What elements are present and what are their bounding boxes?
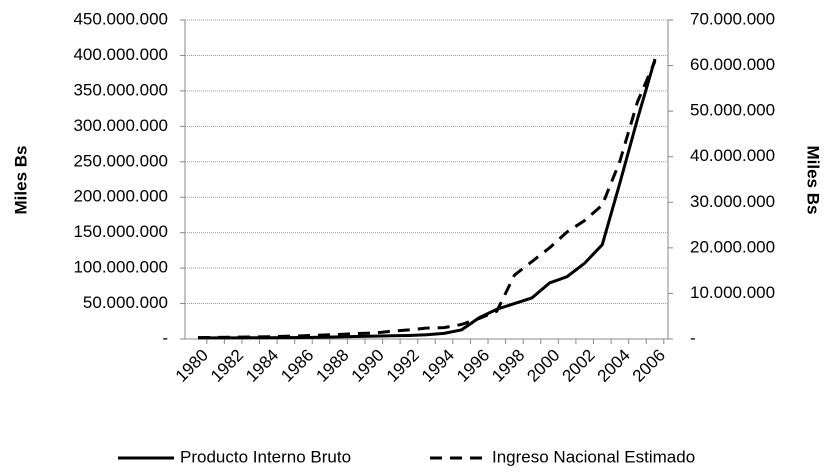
- y2-tick-label: 50.000.000: [690, 101, 775, 120]
- x-tick-label: 2006: [629, 346, 669, 386]
- y2-axis-title: Miles Bs: [804, 146, 823, 215]
- y2-tick-label: 30.000.000: [690, 192, 775, 211]
- y-axis-title: Miles Bs: [11, 146, 30, 215]
- x-tick-label: 2004: [594, 346, 634, 386]
- y2-tick-label: -: [690, 328, 696, 347]
- line-series: [197, 60, 657, 340]
- y-tick-label: -: [162, 328, 168, 347]
- x-tick-label: 1988: [312, 346, 352, 386]
- line-series: [198, 58, 657, 340]
- x-tick-label: 1996: [453, 346, 493, 386]
- y-tick-label: 300.000.000: [73, 116, 168, 135]
- y2-tick-label: 40.000.000: [690, 146, 775, 165]
- y2-tick-label: 20.000.000: [690, 237, 775, 256]
- y-tick-label: 200.000.000: [73, 187, 168, 206]
- x-tick-label: 1992: [383, 346, 423, 386]
- legend-label: Ingreso Nacional Estimado: [492, 447, 695, 466]
- y2-tick-label: 70.000.000: [690, 9, 775, 28]
- y-tick-label: 100.000.000: [73, 258, 168, 277]
- x-tick-label: 1980: [172, 346, 212, 386]
- y-tick-label: 450.000.000: [73, 9, 168, 28]
- x-tick-label: 2000: [523, 346, 563, 386]
- x-tick-label: 2002: [559, 346, 599, 386]
- x-tick-label: 1986: [277, 346, 317, 386]
- y2-tick-label: 10.000.000: [690, 283, 775, 302]
- x-tick-label: 1982: [207, 346, 247, 386]
- y2-tick-label: 60.000.000: [690, 55, 775, 74]
- y-tick-label: 350.000.000: [73, 80, 168, 99]
- y-tick-label: 50.000.000: [83, 293, 168, 312]
- x-tick-label: 1990: [348, 346, 388, 386]
- x-tick-label: 1994: [418, 346, 458, 386]
- legend-label: Producto Interno Bruto: [180, 447, 351, 466]
- y-tick-label: 150.000.000: [73, 222, 168, 241]
- y-tick-label: 250.000.000: [73, 151, 168, 170]
- y-tick-label: 400.000.000: [73, 45, 168, 64]
- x-tick-label: 1998: [488, 346, 528, 386]
- x-tick-label: 1984: [242, 346, 282, 386]
